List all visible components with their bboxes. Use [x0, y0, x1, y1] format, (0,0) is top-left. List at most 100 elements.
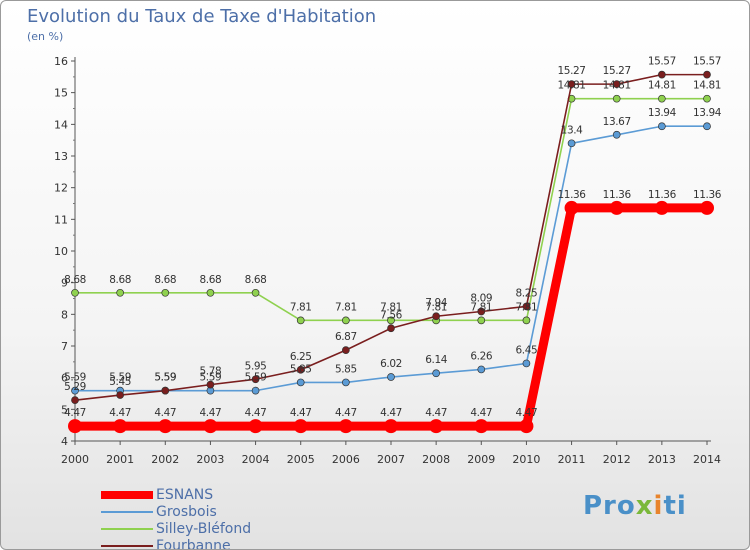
data-label: 13.94	[648, 107, 677, 119]
data-label: 8.68	[64, 274, 86, 286]
data-label: 5.29	[64, 381, 86, 393]
data-point	[116, 288, 124, 297]
data-point	[658, 122, 666, 131]
data-point	[203, 419, 218, 434]
data-label: 4.47	[245, 407, 267, 419]
data-label: 5.59	[64, 372, 86, 384]
data-label: 4.47	[154, 407, 176, 419]
data-label: 11.36	[558, 189, 587, 201]
data-point	[522, 359, 531, 368]
data-label: 15.27	[603, 65, 631, 77]
data-point	[703, 70, 711, 79]
data-point	[158, 419, 173, 434]
data-point	[612, 94, 621, 103]
data-point	[567, 80, 576, 88]
y-tick-label: 16	[54, 55, 68, 68]
y-tick-label: 12	[54, 182, 68, 195]
legend-label: Silley-Bléfond	[156, 521, 252, 537]
data-label: 6.02	[380, 358, 402, 370]
data-point	[658, 94, 666, 103]
data-point	[116, 391, 124, 399]
data-label: 11.36	[693, 189, 722, 201]
data-point	[700, 200, 714, 215]
data-label: 14.81	[603, 80, 631, 92]
data-point	[161, 386, 170, 395]
chart-subtitle: (en %)	[27, 30, 64, 43]
data-point	[522, 302, 531, 311]
data-label: 14.81	[693, 80, 721, 92]
data-point	[251, 386, 260, 395]
data-label: 4.47	[516, 407, 538, 419]
data-point	[296, 365, 305, 374]
x-tick-label: 2013	[648, 453, 676, 466]
data-point	[387, 316, 395, 325]
x-tick-label: 2000	[61, 453, 89, 466]
data-label: 7.94	[425, 297, 447, 309]
y-tick-label: 4	[61, 435, 68, 448]
legend-swatch	[101, 545, 153, 547]
x-tick-label: 2010	[512, 453, 540, 466]
data-label: 5.59	[245, 372, 267, 384]
data-point	[609, 200, 624, 215]
x-tick-label: 2005	[287, 453, 315, 466]
data-point	[612, 130, 621, 139]
data-label: 6.14	[425, 354, 447, 366]
data-label: 8.68	[154, 274, 176, 286]
data-point	[432, 312, 440, 321]
data-label: 4.47	[470, 407, 492, 419]
data-point	[654, 200, 669, 215]
data-label: 7.81	[425, 301, 447, 313]
data-point	[567, 139, 576, 148]
data-label: 5.59	[109, 372, 131, 384]
data-label: 14.81	[648, 80, 676, 92]
data-label: 4.47	[200, 407, 222, 419]
data-point	[251, 288, 260, 297]
data-label: 4.47	[335, 407, 357, 419]
data-point	[113, 419, 128, 434]
data-label: 6.87	[335, 331, 357, 343]
data-point	[658, 70, 666, 79]
data-point	[703, 122, 711, 131]
data-point	[342, 316, 350, 325]
data-point	[248, 419, 263, 434]
data-label: 5.45	[109, 376, 131, 388]
x-tick-label: 2004	[242, 453, 270, 466]
data-label: 4.47	[290, 407, 312, 419]
data-label: 5.59	[154, 372, 176, 384]
data-point	[251, 375, 260, 384]
y-tick-label: 6	[61, 372, 68, 385]
legend-label: Grosbois	[156, 504, 217, 520]
data-label: 8.09	[470, 292, 492, 304]
data-point	[703, 94, 711, 103]
data-label: 5.95	[245, 360, 267, 372]
data-label: 4.47	[64, 407, 86, 419]
x-tick-label: 2008	[422, 453, 450, 466]
data-point	[342, 346, 350, 354]
data-label: 7.81	[470, 301, 492, 313]
data-point	[338, 419, 353, 434]
data-label: 14.81	[558, 80, 586, 92]
legend-item: Silley-Bléfond	[101, 521, 301, 538]
data-label: 8.68	[109, 274, 131, 286]
legend-swatch	[101, 528, 153, 530]
data-label: 15.27	[558, 65, 586, 77]
y-tick-label: 14	[54, 118, 68, 131]
legend-label: ESNANS	[156, 487, 214, 503]
x-tick-label: 2011	[558, 453, 586, 466]
data-label: 7.81	[335, 301, 357, 313]
data-label: 5.59	[200, 372, 222, 384]
data-point	[387, 324, 395, 333]
y-tick-label: 7	[61, 340, 68, 353]
data-label: 4.47	[380, 407, 402, 419]
x-tick-label: 2006	[332, 453, 360, 466]
data-point	[477, 316, 486, 325]
data-point	[474, 419, 489, 434]
data-label: 6.25	[290, 351, 312, 363]
series-grosbois	[71, 122, 711, 395]
x-tick-label: 2003	[196, 453, 224, 466]
data-point	[432, 369, 440, 378]
data-point	[68, 419, 82, 434]
x-tick-label: 2014	[693, 453, 721, 466]
